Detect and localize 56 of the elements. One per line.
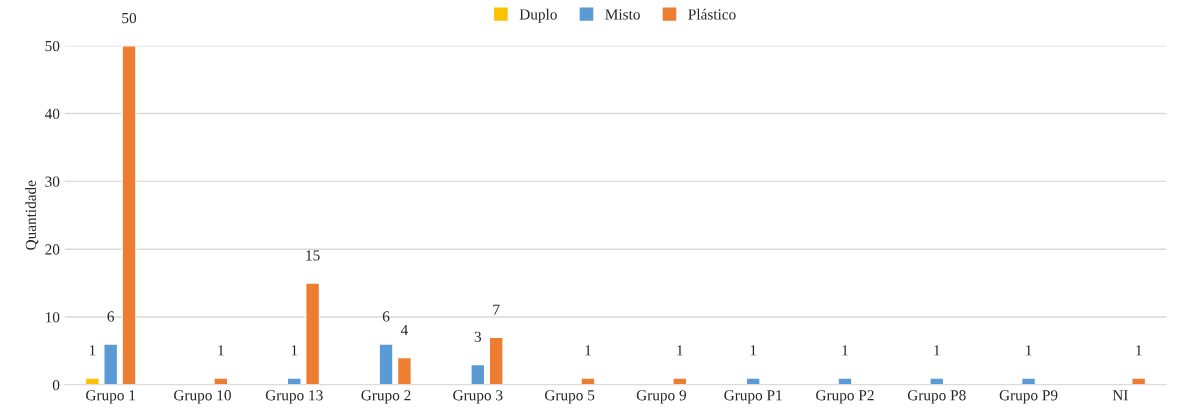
bar bbox=[470, 363, 486, 385]
y-tick-label: 40 bbox=[44, 108, 60, 120]
x-tick-label: Grupo 13 bbox=[265, 390, 323, 404]
x-tick-label: Grupo P1 bbox=[724, 390, 782, 404]
data-label: 1 bbox=[218, 345, 224, 356]
y-tick-label: 10 bbox=[46, 312, 60, 323]
data-label: 7 bbox=[493, 304, 500, 315]
data-label: 1 bbox=[750, 345, 757, 356]
bar bbox=[929, 377, 945, 385]
bar bbox=[305, 282, 321, 385]
bar bbox=[580, 377, 596, 385]
bar bbox=[286, 377, 302, 385]
bar bbox=[837, 377, 853, 385]
data-label: 4 bbox=[400, 324, 408, 335]
x-tick-label: Grupo 3 bbox=[453, 390, 503, 404]
legend-label: Misto bbox=[605, 9, 640, 20]
legend-label: Duplo bbox=[519, 8, 557, 23]
x-tick-label: Grupo 9 bbox=[636, 390, 687, 404]
x-tick-label: Grupo P8 bbox=[907, 390, 966, 404]
y-tick-label: 0 bbox=[52, 379, 60, 391]
y-tick-label: 30 bbox=[45, 176, 60, 187]
bar bbox=[396, 356, 412, 385]
data-label: 1 bbox=[677, 345, 683, 356]
y-tick-label: 20 bbox=[45, 244, 60, 255]
x-tick-label: Grupo 10 bbox=[174, 390, 231, 404]
bar bbox=[213, 377, 229, 385]
data-label: 6 bbox=[107, 311, 115, 322]
bar bbox=[378, 343, 394, 385]
x-tick-label: Grupo P2 bbox=[816, 390, 874, 404]
x-tick-label: Grupo 2 bbox=[361, 390, 411, 404]
data-label: 50 bbox=[122, 12, 137, 24]
bar bbox=[103, 343, 119, 385]
data-label: 3 bbox=[474, 331, 482, 342]
data-label: 1 bbox=[291, 345, 298, 356]
x-tick-label: Grupo 5 bbox=[544, 390, 595, 404]
data-label: 15 bbox=[306, 250, 320, 261]
data-label: 1 bbox=[842, 345, 848, 356]
y-axis-title: Quantidade bbox=[25, 180, 39, 250]
y-tick-label: 50 bbox=[45, 40, 60, 52]
data-label: 6 bbox=[382, 311, 390, 322]
data-label: 1 bbox=[1026, 345, 1032, 356]
x-tick-label: Grupo P9 bbox=[999, 390, 1058, 404]
data-label: 1 bbox=[934, 345, 940, 356]
bar bbox=[672, 377, 688, 385]
data-label: 1 bbox=[585, 345, 591, 356]
data-label: 1 bbox=[89, 345, 96, 356]
x-tick-label: Grupo 1 bbox=[86, 390, 136, 404]
x-tick-label: NI bbox=[1112, 390, 1128, 401]
legend-label: Plástico bbox=[688, 8, 736, 20]
bar bbox=[745, 377, 761, 385]
bar bbox=[488, 336, 504, 385]
bar bbox=[121, 45, 137, 385]
data-label: 1 bbox=[1136, 345, 1142, 356]
bar bbox=[1020, 377, 1037, 385]
bar bbox=[84, 377, 100, 385]
bar bbox=[1131, 377, 1147, 385]
